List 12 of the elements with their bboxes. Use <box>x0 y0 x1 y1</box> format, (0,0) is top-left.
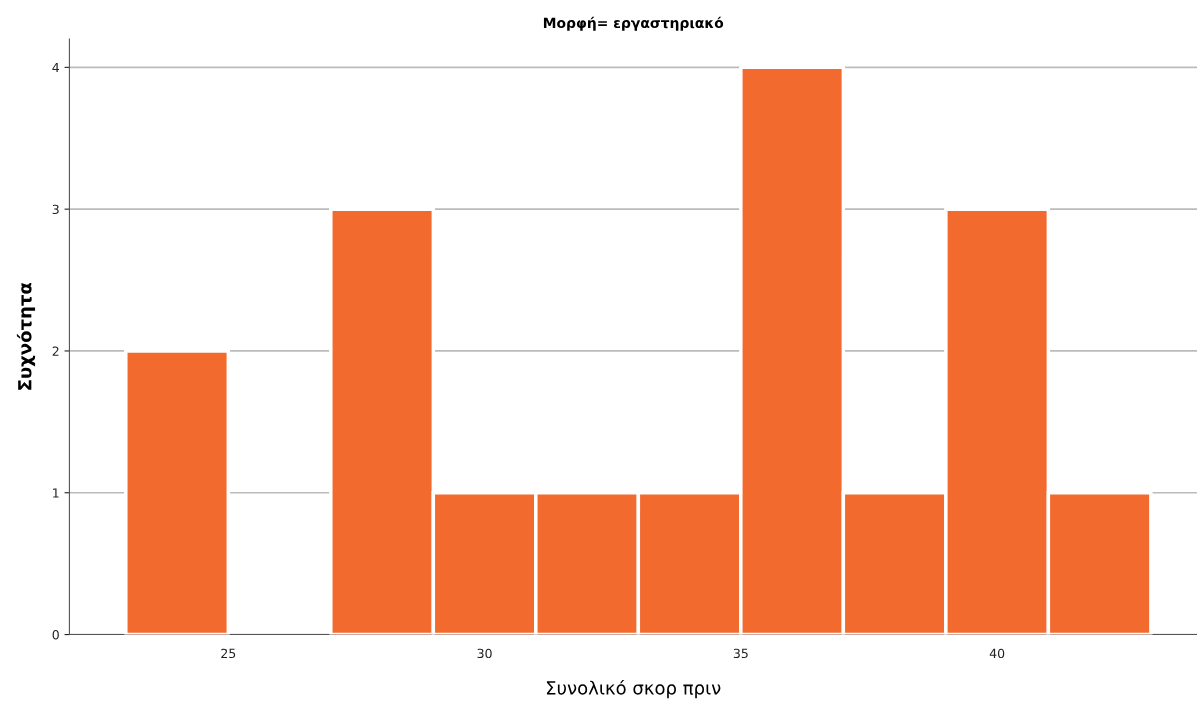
y-tick-label: 4 <box>52 62 59 73</box>
y-tick-label: 3 <box>52 204 59 215</box>
x-tick-label: 40 <box>989 648 1005 659</box>
x-tick-label: 30 <box>477 648 492 659</box>
y-axis-title: Συχνότητα <box>16 282 36 390</box>
x-axis-title: Συνολικό σκορ πριν <box>546 679 721 699</box>
chart-title: Μορφή= εργαστηριακό <box>543 16 724 31</box>
y-tick-label: 2 <box>52 346 59 356</box>
y-tick-label: 0 <box>52 630 59 640</box>
y-tick-label: 1 <box>53 488 59 498</box>
x-tick-label: 35 <box>733 648 748 659</box>
x-tick-label: 25 <box>221 648 236 659</box>
